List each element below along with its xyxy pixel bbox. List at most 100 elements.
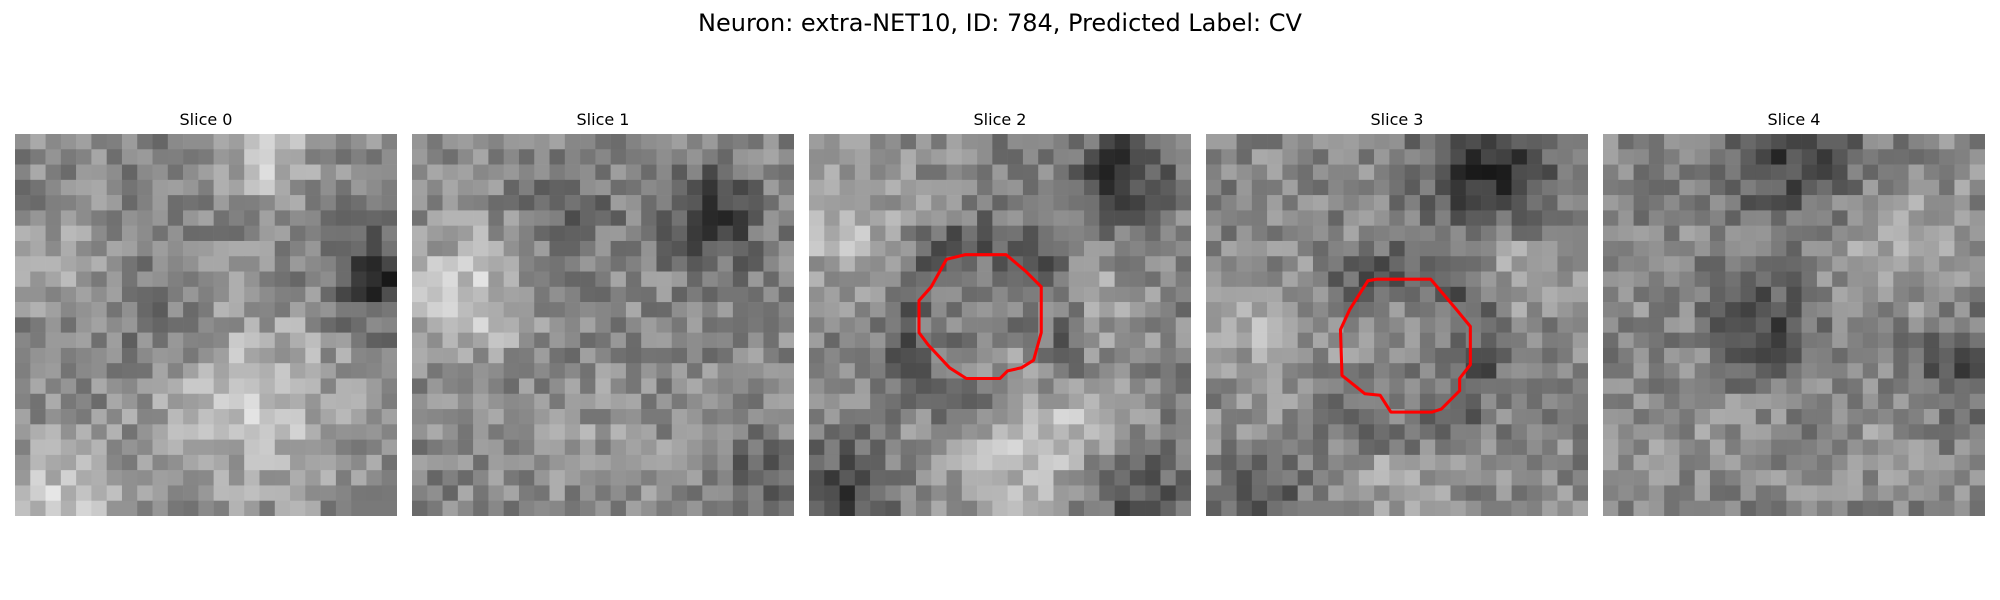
image-pixel bbox=[1160, 286, 1177, 303]
image-pixel bbox=[60, 347, 77, 364]
image-pixel bbox=[946, 195, 963, 211]
image-pixel bbox=[91, 195, 107, 211]
image-pixel bbox=[717, 210, 734, 226]
image-pixel bbox=[1923, 439, 1940, 456]
image-pixel bbox=[1511, 347, 1528, 364]
image-pixel bbox=[763, 256, 780, 272]
image-pixel bbox=[1496, 134, 1512, 150]
image-pixel bbox=[1053, 164, 1070, 181]
image-pixel bbox=[870, 286, 886, 303]
image-pixel bbox=[1022, 317, 1039, 333]
image-pixel bbox=[1022, 164, 1039, 181]
image-pixel bbox=[1771, 332, 1787, 349]
image-pixel bbox=[1221, 225, 1237, 242]
image-pixel bbox=[1099, 317, 1115, 333]
image-pixel bbox=[1709, 317, 1726, 333]
image-pixel bbox=[1893, 164, 1909, 181]
image-pixel bbox=[488, 500, 504, 516]
image-pixel bbox=[1603, 286, 1619, 303]
image-pixel bbox=[1725, 393, 1741, 410]
image-pixel bbox=[213, 424, 230, 440]
image-pixel bbox=[1603, 347, 1619, 364]
image-pixel bbox=[381, 225, 397, 242]
image-pixel bbox=[763, 393, 780, 410]
image-pixel bbox=[1709, 225, 1726, 242]
image-pixel bbox=[595, 347, 611, 364]
image-pixel bbox=[1740, 195, 1757, 211]
image-pixel bbox=[992, 134, 1008, 150]
image-pixel bbox=[30, 378, 46, 395]
image-pixel bbox=[656, 210, 673, 226]
image-pixel bbox=[1511, 195, 1528, 211]
image-pixel bbox=[1129, 195, 1146, 211]
image-pixel bbox=[1496, 439, 1512, 456]
image-pixel bbox=[1068, 424, 1085, 440]
image-pixel bbox=[564, 454, 581, 471]
image-pixel bbox=[1236, 485, 1253, 502]
image-pixel bbox=[1771, 271, 1787, 288]
image-pixel bbox=[1969, 302, 1985, 318]
image-pixel bbox=[946, 332, 963, 349]
image-pixel bbox=[1572, 454, 1588, 471]
image-pixel bbox=[717, 485, 734, 502]
image-pixel bbox=[595, 179, 611, 196]
image-pixel bbox=[1771, 210, 1787, 226]
image-pixel bbox=[1236, 424, 1253, 440]
image-pixel bbox=[1374, 149, 1390, 165]
image-pixel bbox=[778, 485, 794, 502]
image-pixel bbox=[625, 393, 642, 410]
image-pixel bbox=[854, 347, 871, 364]
image-pixel bbox=[1358, 332, 1375, 349]
image-pixel bbox=[1465, 210, 1482, 226]
image-pixel bbox=[1481, 470, 1497, 486]
image-pixel bbox=[1572, 271, 1588, 288]
image-pixel bbox=[1709, 470, 1726, 486]
image-pixel bbox=[167, 500, 184, 516]
image-pixel bbox=[1206, 164, 1222, 181]
image-pixel bbox=[335, 470, 352, 486]
image-pixel bbox=[1725, 179, 1741, 196]
image-pixel bbox=[1755, 470, 1772, 486]
image-pixel bbox=[320, 302, 337, 318]
image-pixel bbox=[961, 195, 978, 211]
image-pixel bbox=[854, 409, 871, 425]
image-pixel bbox=[625, 195, 642, 211]
image-pixel bbox=[1481, 134, 1497, 150]
image-pixel bbox=[320, 195, 337, 211]
image-pixel bbox=[259, 302, 276, 318]
image-pixel bbox=[152, 332, 169, 349]
image-pixel bbox=[778, 439, 794, 456]
image-pixel bbox=[931, 378, 947, 395]
image-pixel bbox=[1923, 179, 1940, 196]
image-pixel bbox=[15, 286, 31, 303]
image-pixel bbox=[1022, 286, 1039, 303]
image-pixel bbox=[595, 164, 611, 181]
image-pixel bbox=[1465, 347, 1482, 364]
image-pixel bbox=[1267, 256, 1283, 272]
image-pixel bbox=[1374, 378, 1390, 395]
image-pixel bbox=[1312, 393, 1329, 410]
image-pixel bbox=[1175, 210, 1191, 226]
image-pixel bbox=[1618, 485, 1634, 502]
image-pixel bbox=[1282, 439, 1298, 456]
image-pixel bbox=[1007, 409, 1024, 425]
image-pixel bbox=[427, 286, 443, 303]
image-pixel bbox=[580, 470, 596, 486]
image-pixel bbox=[427, 271, 443, 288]
image-pixel bbox=[121, 500, 138, 516]
image-pixel bbox=[320, 271, 337, 288]
image-pixel bbox=[732, 164, 749, 181]
image-pixel bbox=[656, 286, 673, 303]
image-pixel bbox=[1297, 286, 1314, 303]
image-pixel bbox=[1099, 164, 1115, 181]
image-pixel bbox=[1771, 317, 1787, 333]
image-pixel bbox=[534, 363, 550, 379]
image-pixel bbox=[412, 195, 428, 211]
image-pixel bbox=[60, 302, 77, 318]
image-pixel bbox=[274, 256, 291, 272]
image-pixel bbox=[1389, 378, 1405, 395]
image-pixel bbox=[1954, 378, 1971, 395]
image-pixel bbox=[91, 210, 107, 226]
image-pixel bbox=[259, 179, 276, 196]
image-pixel bbox=[244, 286, 260, 303]
